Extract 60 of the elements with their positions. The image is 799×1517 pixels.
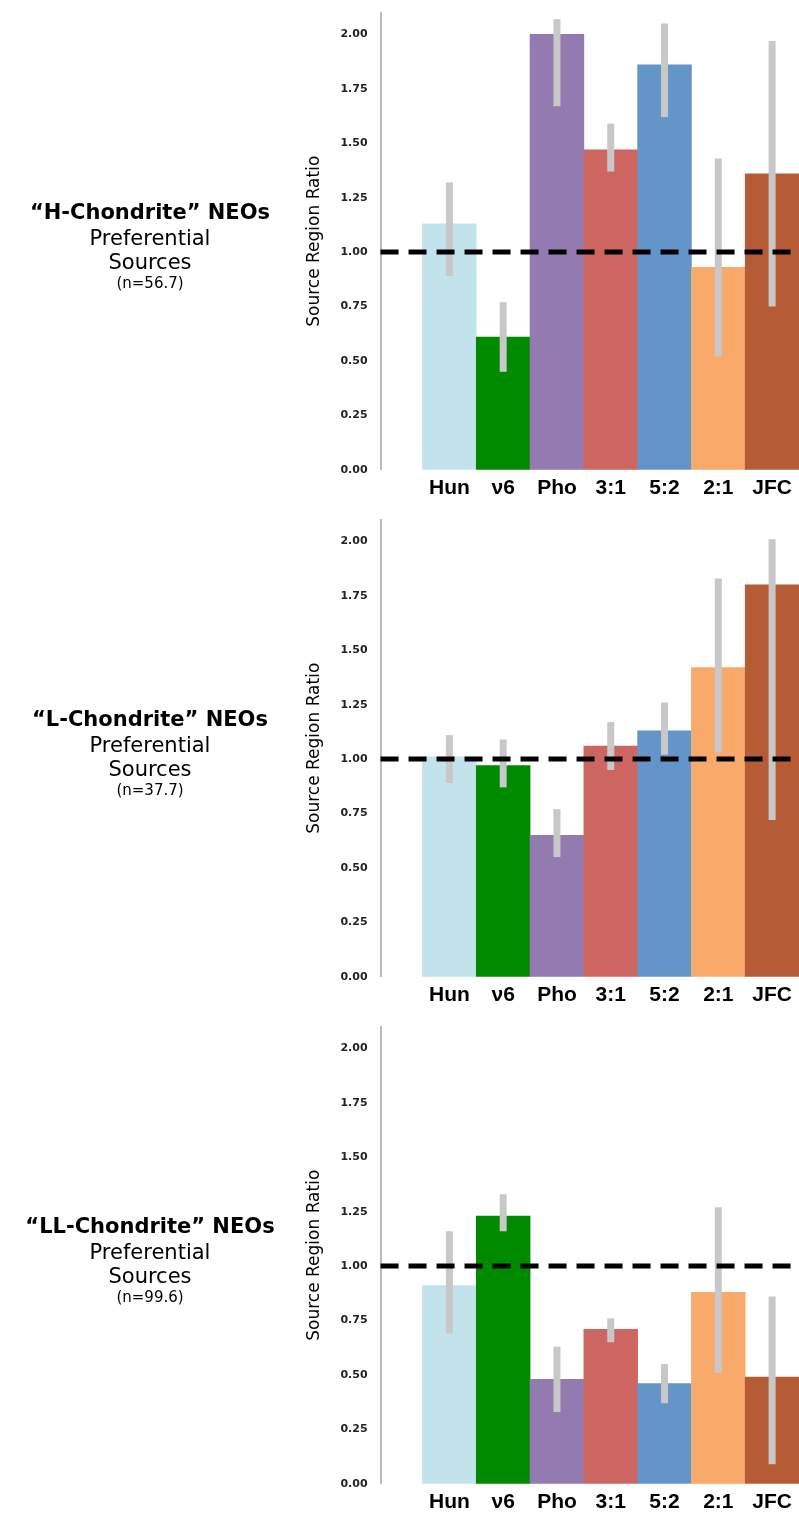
y-axis-title: Source Region Ratio [302,1169,323,1341]
x-tick-label: 5:2 [649,475,680,499]
x-tick-label: Pho [537,475,577,499]
x-tick-label: Pho [537,1489,577,1513]
text: Preferential Sources [88,226,212,274]
y-tick-label: 1.50 [340,1150,368,1164]
x-tick-label: Hun [428,982,470,1006]
x-tick-label: 2:1 [703,1489,734,1513]
x-tick-label: 2:1 [703,982,734,1006]
y-tick-label: 2.00 [340,27,368,41]
y-tick-label: 1.50 [340,136,368,150]
y-tick-label: 0.00 [340,1476,368,1490]
x-tick-label: 5:2 [649,982,680,1006]
x-tick-label: 3:1 [595,475,627,499]
x-tick-label: 3:1 [595,982,627,1006]
text: (n=99.6) [115,1288,185,1306]
y-axis-title: Source Region Ratio [302,662,323,834]
y-tick-label: 0.50 [340,353,368,367]
y-tick-label: 1.75 [340,1095,368,1109]
x-tick-label: JFC [752,1489,792,1513]
text: “H-Chondrite” NEOs [28,200,272,224]
x-tick-label: Hun [428,1489,470,1513]
text: Preferential Sources [88,1240,212,1288]
text: “L-Chondrite” NEOs [31,707,269,731]
y-tick-label: 0.25 [340,1422,368,1436]
x-tick-label: Hun [428,475,470,499]
y-tick-label: 1.50 [340,643,368,657]
x-tick-label: ν6 [491,982,515,1006]
y-tick-label: 0.75 [340,299,368,313]
text: (n=56.7) [115,274,185,292]
y-axis-title: Source Region Ratio [302,155,323,327]
y-tick-label: 1.25 [340,697,368,711]
x-tick-label: 2:1 [703,475,734,499]
y-tick-label: 0.50 [340,860,368,874]
y-tick-label: 0.25 [340,915,368,929]
y-tick-label: 1.25 [340,1204,368,1218]
x-tick-label: 3:1 [595,1489,627,1513]
y-tick-label: 0.75 [340,806,368,820]
y-tick-label: 2.00 [340,1041,368,1055]
y-tick-label: 1.00 [340,1258,368,1272]
y-tick-label: 1.75 [340,81,368,95]
text: “LL-Chondrite” NEOs [24,1214,276,1238]
y-tick-label: 1.00 [340,751,368,765]
y-tick-label: 0.25 [340,408,368,422]
y-tick-label: 1.25 [340,190,368,204]
x-tick-label: 5:2 [649,1489,680,1513]
y-tick-label: 1.75 [340,588,368,602]
x-tick-label: Pho [537,982,577,1006]
x-tick-label: JFC [752,982,792,1006]
x-tick-label: ν6 [491,475,515,499]
text: (n=37.7) [115,781,185,799]
y-tick-label: 0.00 [340,462,368,476]
x-tick-label: JFC [752,475,792,499]
y-tick-label: 0.00 [340,969,368,983]
y-tick-label: 2.00 [340,534,368,548]
y-tick-label: 0.75 [340,1313,368,1327]
y-tick-label: 0.50 [340,1367,368,1381]
x-tick-label: ν6 [491,1489,515,1513]
y-tick-label: 1.00 [340,244,368,258]
text: Preferential Sources [88,733,212,781]
